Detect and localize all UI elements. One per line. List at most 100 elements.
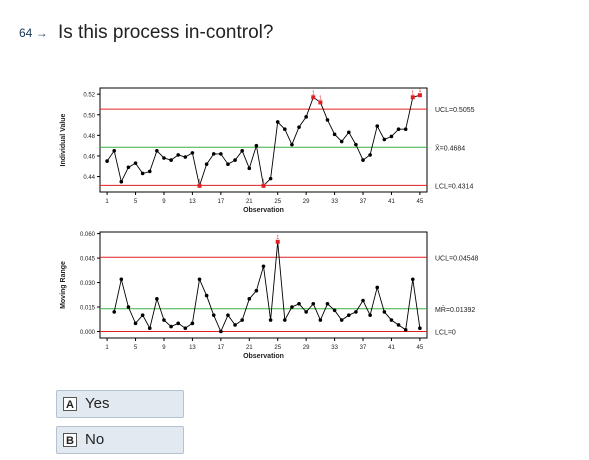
panel1-data-point-16 <box>211 152 216 156</box>
panel1-data-point-21 <box>247 166 252 171</box>
panel2-data-point-29 <box>304 310 308 314</box>
panel1-data-point-27 <box>290 142 294 147</box>
panel1-y-tick-label-0: 0.44 <box>83 175 95 181</box>
panel2-data-point-27 <box>290 305 294 309</box>
panel2-data-point-38 <box>368 313 372 317</box>
panel2-data-point-18 <box>226 313 230 317</box>
option-b-button[interactable]: B No <box>56 426 184 454</box>
panel1-data-point-8 <box>155 149 159 153</box>
panel2-data-point-42 <box>396 323 401 327</box>
panel1-flag-marker-23: 1 <box>262 179 265 185</box>
panel2-x-axis-label: Observation <box>243 353 284 360</box>
panel1-data-point-17 <box>219 152 223 156</box>
panel2-x-tick-label-6: 25 <box>274 345 281 351</box>
panel1-data-point-32 <box>325 118 330 122</box>
panel1-data-point-6 <box>140 171 145 176</box>
panel2-data-point-34 <box>339 318 344 322</box>
panel2-x-tick-label-3: 13 <box>189 345 196 351</box>
panel1-flagged-point-45 <box>417 93 422 98</box>
panel1-data-point-3 <box>119 179 124 184</box>
panel2-data-point-22 <box>254 288 259 293</box>
panel2-data-point-41 <box>389 318 394 322</box>
panel2-data-point-26 <box>283 318 287 322</box>
panel2-data-point-3 <box>119 277 124 282</box>
panel1-flagged-point-14 <box>197 183 202 188</box>
panel2-y-tick-label-0: 0.000 <box>80 330 96 336</box>
panel2-x-tick-label-8: 33 <box>331 345 338 351</box>
panel2-data-point-36 <box>354 310 358 314</box>
panel2-data-point-30 <box>311 301 316 306</box>
panel1-data-point-29 <box>304 115 308 119</box>
panel2-y-tick-label-3: 0.045 <box>80 257 96 263</box>
panel1-data-point-7 <box>147 169 152 174</box>
panel1-data-point-2 <box>112 149 117 153</box>
panel2-data-point-40 <box>382 310 387 314</box>
panel2-data-point-21 <box>247 297 252 301</box>
option-a-button[interactable]: A Yes <box>56 390 184 418</box>
panel1-flagged-point-30 <box>311 95 316 100</box>
panel2-data-point-10 <box>169 324 173 329</box>
panel2-x-tick-label-5: 21 <box>246 345 253 351</box>
panel2-limit-label-2: LCL=0 <box>435 329 456 336</box>
panel2-data-point-17 <box>219 329 223 334</box>
panel2-data-point-44 <box>410 277 415 282</box>
panel1-data-point-15 <box>204 162 209 166</box>
panel2-x-tick-label-0: 1 <box>105 345 109 351</box>
panel1-y-tick-label-3: 0.50 <box>83 113 95 119</box>
panel2-data-point-33 <box>332 308 337 313</box>
panel2-x-tick-label-1: 5 <box>134 345 138 351</box>
panel1-data-point-34 <box>339 139 344 144</box>
panel2-data-point-19 <box>233 323 237 327</box>
panel2-x-tick-label-7: 29 <box>303 345 310 351</box>
panel1-data-point-9 <box>162 156 166 160</box>
panel1-y-tick-label-1: 0.46 <box>83 154 95 160</box>
panel2-data-point-28 <box>297 301 301 306</box>
panel2-data-point-8 <box>155 297 159 301</box>
panel1-x-tick-label-2: 9 <box>162 199 166 205</box>
panel2-data-point-6 <box>140 313 145 317</box>
panel1-flag-marker-30: 1 <box>312 90 315 96</box>
panel2-y-tick-label-2: 0.030 <box>80 281 96 287</box>
panel1-flag-marker-14: 1 <box>198 179 201 185</box>
panel1-x-tick-label-10: 41 <box>388 199 395 205</box>
panel2-plot-frame <box>99 231 428 339</box>
panel2-y-tick-label-4: 0.060 <box>80 232 96 238</box>
panel2-data-point-43 <box>403 328 408 332</box>
panel1-data-point-12 <box>183 155 188 159</box>
panel1-x-tick-label-8: 33 <box>331 199 338 205</box>
panel2-data-point-2 <box>112 310 117 314</box>
panel2-data-point-9 <box>162 318 166 322</box>
panel2-limit-label-1: MR̄=0.01392 <box>435 306 475 314</box>
panel2-data-point-13 <box>190 321 195 326</box>
panel2-data-point-35 <box>347 313 351 317</box>
panel1-data-point-18 <box>226 162 230 166</box>
panel1-data-point-13 <box>190 151 195 155</box>
panel1-x-tick-label-7: 29 <box>303 199 310 205</box>
panel1-y-axis-label: Individual Value <box>60 113 67 166</box>
option-a-label: Yes <box>85 395 110 412</box>
panel1-data-point-20 <box>240 149 244 153</box>
panel1-flag-marker-45: 1 <box>419 88 422 94</box>
question-text: Is this process in-control? <box>58 22 274 43</box>
option-b-letter: B <box>63 433 77 447</box>
panel2-x-tick-label-9: 37 <box>360 345 367 351</box>
panel1-x-tick-label-11: 45 <box>417 199 424 205</box>
panel2-data-point-31 <box>318 318 323 322</box>
panel2-data-point-14 <box>197 277 202 282</box>
panel2-data-point-16 <box>211 313 216 317</box>
panel1-data-point-43 <box>403 127 408 131</box>
panel1-data-point-40 <box>382 137 387 142</box>
panel1-data-point-24 <box>268 176 273 181</box>
panel2-flag-marker-25: 1 <box>276 235 279 241</box>
panel1-x-tick-label-4: 17 <box>218 199 225 205</box>
panel1-flagged-point-23 <box>261 183 266 188</box>
option-b-label: No <box>85 431 105 448</box>
panel2-data-point-11 <box>176 321 180 326</box>
panel1-data-point-10 <box>169 158 173 162</box>
panel1-flagged-point-31 <box>318 100 323 105</box>
panel2-series-line <box>113 241 421 333</box>
panel2-data-point-45 <box>418 326 422 331</box>
panel1-limit-label-1: X̄=0.4684 <box>435 144 465 152</box>
panel1-data-point-35 <box>347 130 351 135</box>
panel2-data-point-32 <box>325 301 330 306</box>
